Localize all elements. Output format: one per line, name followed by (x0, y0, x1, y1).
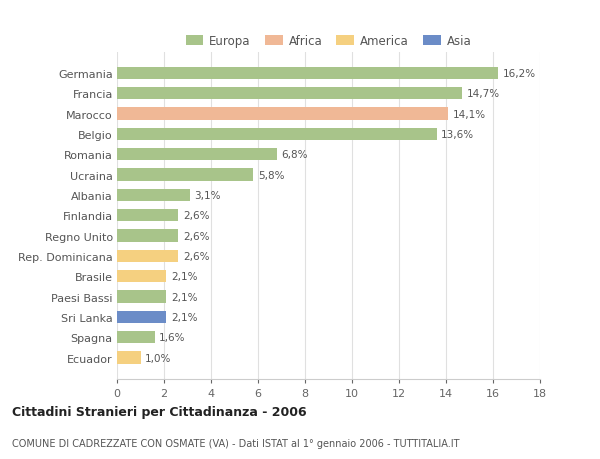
Text: 16,2%: 16,2% (502, 69, 536, 78)
Bar (117, 291, 166, 303)
Text: COMUNE DI CADREZZATE CON OSMATE (VA) - Dati ISTAT al 1° gennaio 2006 - TUTTITALI: COMUNE DI CADREZZATE CON OSMATE (VA) - D… (12, 438, 460, 448)
Bar (117, 270, 166, 283)
Bar (117, 88, 463, 100)
Text: 13,6%: 13,6% (442, 129, 475, 140)
Text: 6,8%: 6,8% (281, 150, 308, 160)
Legend: Europa, Africa, America, Asia: Europa, Africa, America, Asia (183, 33, 474, 50)
Bar (117, 190, 190, 202)
Text: 14,1%: 14,1% (453, 109, 486, 119)
Bar (117, 230, 178, 242)
Bar (117, 250, 178, 263)
Text: 1,6%: 1,6% (160, 332, 186, 342)
Bar (117, 149, 277, 161)
Bar (117, 352, 140, 364)
Bar (117, 210, 178, 222)
Text: 5,8%: 5,8% (258, 170, 284, 180)
Text: 2,6%: 2,6% (183, 231, 209, 241)
Text: Cittadini Stranieri per Cittadinanza - 2006: Cittadini Stranieri per Cittadinanza - 2… (12, 405, 307, 419)
Bar (117, 67, 498, 80)
Bar (117, 108, 448, 120)
Text: 2,1%: 2,1% (171, 272, 197, 281)
Bar (117, 169, 253, 181)
Text: 2,1%: 2,1% (171, 292, 197, 302)
Text: 14,7%: 14,7% (467, 89, 500, 99)
Bar (117, 331, 155, 344)
Text: 2,1%: 2,1% (171, 312, 197, 322)
Text: 2,6%: 2,6% (183, 252, 209, 261)
Text: 3,1%: 3,1% (194, 190, 221, 201)
Bar (117, 129, 437, 140)
Text: 1,0%: 1,0% (145, 353, 172, 363)
Text: 2,6%: 2,6% (183, 211, 209, 221)
Bar (117, 311, 166, 323)
